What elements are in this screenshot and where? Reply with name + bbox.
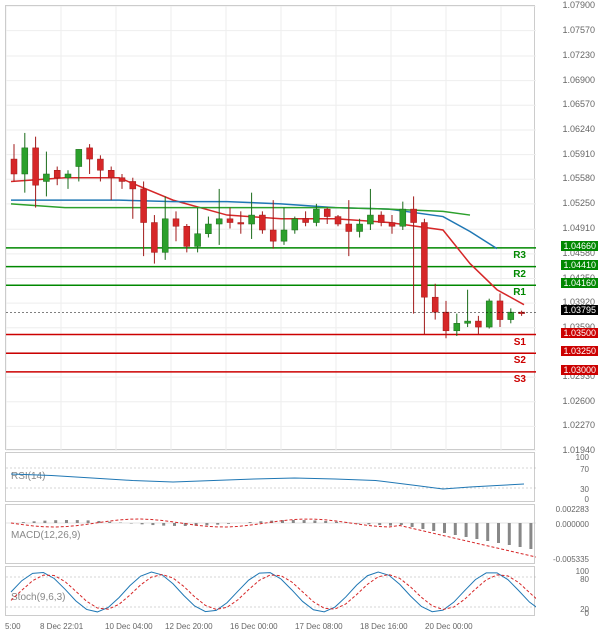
level-name-r1: R1 — [513, 287, 526, 298]
macd-tick-top: 0.002283 — [556, 505, 589, 514]
level-name-r2: R2 — [513, 269, 526, 280]
y-tick-label: 1.02270 — [562, 420, 595, 430]
stochastic-indicator-panel[interactable]: Stoch(9,6,3) 100 80 20 0 — [5, 566, 535, 616]
macd-tick-bottom: -0.005335 — [553, 555, 589, 564]
level-price-label: 1.04660 — [561, 241, 598, 251]
main-candlestick-chart[interactable]: R3 R2 R1 S1 S2 S3 — [5, 5, 535, 450]
y-tick-label: 1.05910 — [562, 149, 595, 159]
y-tick-label: 1.07570 — [562, 25, 595, 35]
rsi-tick-0: 0 — [585, 495, 589, 504]
x-tick-label: 8 Dec 22:01 — [40, 622, 83, 631]
macd-tick-zero: 0.000000 — [556, 520, 589, 529]
y-tick-label: 1.05580 — [562, 173, 595, 183]
current-price-label: 1.03795 — [561, 305, 598, 315]
x-tick-label: 12 Dec 20:00 — [165, 622, 213, 631]
level-price-label: 1.04410 — [561, 260, 598, 270]
time-x-axis: 5:00 8 Dec 22:01 10 Dec 04:00 12 Dec 20:00 1… — [5, 618, 535, 633]
level-name-s1: S1 — [514, 337, 526, 348]
stoch-tick-80: 80 — [580, 575, 589, 584]
x-tick-label: 17 Dec 08:00 — [295, 622, 343, 631]
y-tick-label: 1.05250 — [562, 198, 595, 208]
y-tick-label: 1.07230 — [562, 50, 595, 60]
level-name-r3: R3 — [513, 250, 526, 261]
x-tick-label: 18 Dec 16:00 — [360, 622, 408, 631]
rsi-indicator-panel[interactable]: RSI(14) 100 70 30 0 — [5, 452, 535, 502]
y-tick-label: 1.06570 — [562, 99, 595, 109]
y-tick-label: 1.06900 — [562, 75, 595, 85]
level-price-label: 1.03250 — [561, 346, 598, 356]
stoch-tick-0: 0 — [585, 609, 589, 618]
level-name-s2: S2 — [514, 355, 526, 366]
y-tick-label: 1.02600 — [562, 396, 595, 406]
level-price-label: 1.03500 — [561, 328, 598, 338]
x-tick-label: 5:00 — [5, 622, 21, 631]
rsi-tick-70: 70 — [580, 465, 589, 474]
level-price-label: 1.04160 — [561, 278, 598, 288]
y-tick-label: 1.07900 — [562, 0, 595, 10]
rsi-tick-100: 100 — [576, 453, 589, 462]
x-tick-label: 16 Dec 00:00 — [230, 622, 278, 631]
level-price-label: 1.03000 — [561, 365, 598, 375]
price-y-axis: 1.019401.022701.026001.029301.035901.039… — [538, 5, 600, 450]
rsi-tick-30: 30 — [580, 485, 589, 494]
chart-container: R3R2R1S1S2S3 1.019401.022701.026001.0293… — [0, 0, 600, 635]
x-tick-label: 20 Dec 00:00 — [425, 622, 473, 631]
macd-indicator-panel[interactable]: MACD(12,26,9) 0.002283 0.000000 -0.00533… — [5, 504, 535, 564]
y-tick-label: 1.04910 — [562, 223, 595, 233]
level-name-s3: S3 — [514, 374, 526, 385]
x-tick-label: 10 Dec 04:00 — [105, 622, 153, 631]
y-tick-label: 1.06240 — [562, 124, 595, 134]
